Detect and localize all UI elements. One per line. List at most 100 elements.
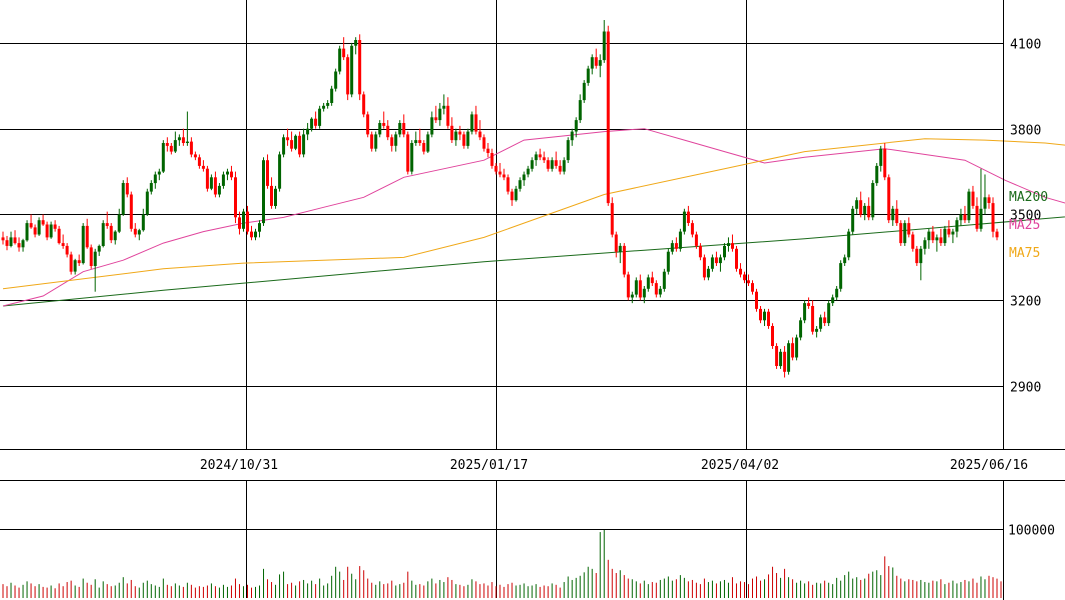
candle xyxy=(169,142,173,155)
candle xyxy=(474,105,478,135)
candle-body xyxy=(851,208,855,232)
candle-body xyxy=(907,223,911,235)
candle-body xyxy=(911,234,915,249)
candle-body xyxy=(538,154,542,158)
candle xyxy=(911,231,915,252)
candle-body xyxy=(442,105,446,109)
candle-body xyxy=(975,205,979,229)
candle xyxy=(919,245,923,281)
candle xyxy=(702,254,706,281)
candle xyxy=(755,288,758,312)
candle xyxy=(29,214,33,229)
candle xyxy=(979,168,983,232)
candle-body xyxy=(955,220,959,232)
candle xyxy=(951,228,955,244)
candle-body xyxy=(262,160,265,224)
candle-body xyxy=(506,177,510,192)
candle-body xyxy=(25,223,29,241)
candle-body xyxy=(125,183,129,195)
candle xyxy=(510,188,514,206)
candle-body xyxy=(446,105,450,126)
candle-body xyxy=(306,128,310,135)
candle-body xyxy=(418,140,422,143)
candle xyxy=(735,245,738,272)
candle-body xyxy=(947,228,951,235)
candle xyxy=(486,142,490,158)
candle-body xyxy=(534,154,538,161)
candle-body xyxy=(674,243,678,249)
candle-body xyxy=(5,240,9,246)
candle-body xyxy=(33,227,37,235)
candle xyxy=(458,125,462,141)
candle xyxy=(574,117,578,138)
candle xyxy=(470,111,474,135)
y-tick-label: 100000 xyxy=(1008,524,1055,539)
candle xyxy=(670,240,674,255)
candle-body xyxy=(221,174,225,186)
candle-body xyxy=(743,274,746,281)
candle-body xyxy=(286,137,290,141)
candle-body xyxy=(169,145,173,152)
candle-body xyxy=(502,174,506,178)
candle-body xyxy=(45,224,49,238)
candle-body xyxy=(290,140,294,149)
candle-body xyxy=(298,135,302,155)
candle-body xyxy=(739,268,742,275)
candle xyxy=(819,314,823,332)
candle-body xyxy=(330,88,334,103)
candle-body xyxy=(149,183,153,192)
candle-body xyxy=(638,280,642,298)
candle-body xyxy=(895,208,899,224)
candle-body xyxy=(370,134,374,149)
candle-body xyxy=(967,191,971,221)
y-tick-label: 2900 xyxy=(1010,381,1041,396)
candle xyxy=(234,171,237,224)
candle-body xyxy=(29,223,33,228)
candle xyxy=(254,228,257,241)
candle-body xyxy=(698,245,702,258)
candle xyxy=(334,68,338,92)
candle xyxy=(330,85,334,106)
candle-body xyxy=(771,326,774,346)
candle-body xyxy=(963,214,967,221)
candle xyxy=(939,228,943,246)
ma-line-ma75 xyxy=(2,138,1065,290)
candle xyxy=(286,128,290,146)
candle xyxy=(506,174,510,195)
candle xyxy=(658,285,662,298)
candle xyxy=(494,163,498,175)
candle xyxy=(959,208,963,226)
candle xyxy=(442,94,446,115)
candle-body xyxy=(374,134,378,149)
candle xyxy=(530,157,534,172)
candle xyxy=(686,205,690,226)
candle xyxy=(105,211,109,229)
candle xyxy=(221,171,225,189)
candle-body xyxy=(899,223,903,244)
candle xyxy=(827,300,831,327)
candle-body xyxy=(686,211,690,223)
candle-body xyxy=(282,137,286,155)
candle xyxy=(157,168,161,181)
candle-body xyxy=(983,197,987,209)
candle xyxy=(45,221,49,241)
candle-body xyxy=(53,224,57,229)
candle-body xyxy=(831,297,835,304)
candle-body xyxy=(250,231,253,238)
candle xyxy=(698,243,702,261)
candle-body xyxy=(226,171,229,175)
candle-body xyxy=(366,114,370,135)
candle-body xyxy=(815,328,819,332)
candle xyxy=(302,128,306,158)
candle xyxy=(767,308,770,329)
candle xyxy=(201,160,205,172)
candle-body xyxy=(883,148,887,178)
candle-body xyxy=(971,191,975,206)
candle-body xyxy=(133,228,137,235)
candle-body xyxy=(558,165,562,172)
candle-body xyxy=(590,57,594,69)
candle-body xyxy=(486,148,490,153)
candle-body xyxy=(614,234,618,252)
candle xyxy=(430,111,434,138)
